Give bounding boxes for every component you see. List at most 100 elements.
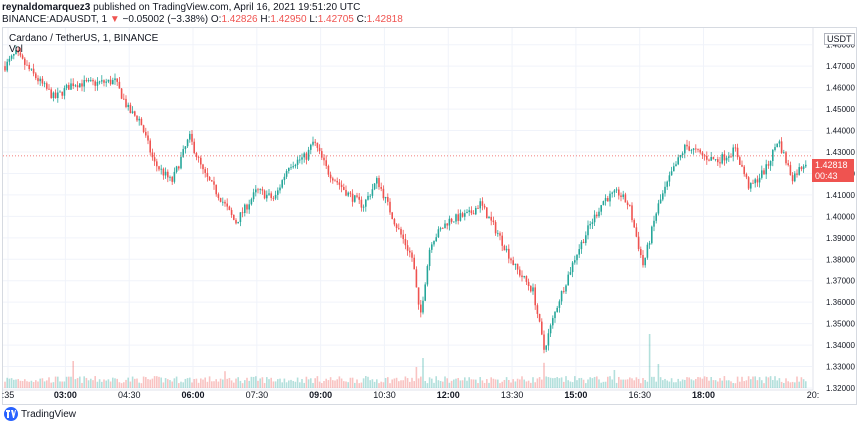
volume-bar xyxy=(149,379,151,388)
volume-bar xyxy=(237,377,239,388)
candle-body xyxy=(208,176,211,181)
candle-body xyxy=(772,150,774,161)
volume-bar xyxy=(358,383,360,388)
symbol-line: BINANCE:ADAUSDT, 1 ▼ −0.05002 (−3.38%) O… xyxy=(2,14,403,25)
volume-bar xyxy=(690,379,693,388)
volume-bar xyxy=(587,379,589,388)
candle-body xyxy=(129,104,132,114)
candle-body xyxy=(745,174,748,178)
candle-body xyxy=(668,175,671,182)
volume-bar xyxy=(246,377,248,388)
volume-bar xyxy=(281,382,283,388)
currency-label[interactable]: USDT xyxy=(824,33,855,45)
candle-body xyxy=(305,153,308,160)
candle-body xyxy=(173,171,176,182)
volume-bar xyxy=(259,378,261,388)
volume-bar xyxy=(404,376,407,388)
candle-body xyxy=(437,229,440,238)
y-tick-label: 1.40000 xyxy=(826,212,855,221)
candle-body xyxy=(76,85,79,88)
volume-bar xyxy=(131,376,134,388)
candle-body xyxy=(499,233,501,236)
volume-bar xyxy=(620,379,622,388)
volume-bar xyxy=(435,376,437,388)
volume-bar xyxy=(549,377,552,388)
candle-body xyxy=(116,78,118,82)
volume-bar xyxy=(103,379,105,388)
volume-bar xyxy=(312,382,314,388)
candle-body xyxy=(725,157,728,161)
y-tick-label: 1.47000 xyxy=(826,62,855,71)
volume-bar xyxy=(719,378,721,388)
candle-body xyxy=(15,49,17,54)
candle-body xyxy=(200,157,202,165)
volume-bar xyxy=(125,379,127,388)
volume-bar xyxy=(593,376,596,388)
volume-bar xyxy=(244,380,246,388)
volume-bar xyxy=(217,381,220,388)
candle-body xyxy=(413,257,415,270)
candle-body xyxy=(186,139,189,147)
volume-bar xyxy=(195,378,198,388)
volume-bar xyxy=(147,379,149,388)
candle-body xyxy=(435,237,437,242)
candle-body xyxy=(32,68,35,74)
candle-body xyxy=(193,141,195,154)
candle-body xyxy=(596,214,598,217)
candle-body xyxy=(640,249,642,256)
candle-body xyxy=(802,166,805,170)
volume-bar xyxy=(369,380,371,388)
candle-body xyxy=(501,235,503,246)
volume-bar xyxy=(598,379,600,388)
candle-body xyxy=(433,241,435,245)
candle-body xyxy=(235,219,237,224)
volume-bar xyxy=(21,381,24,388)
volume-bar xyxy=(453,379,455,388)
volume-bar xyxy=(461,380,464,388)
candle-body xyxy=(228,206,231,210)
open-value: 1.42826 xyxy=(221,14,258,25)
volume-bar xyxy=(745,380,748,388)
volume-bar xyxy=(17,379,19,388)
candle-body xyxy=(651,226,653,244)
candle-body xyxy=(424,284,426,301)
volume-bar xyxy=(763,383,765,388)
candle-body xyxy=(204,169,206,173)
candle-body xyxy=(677,157,679,165)
candle-body xyxy=(261,189,264,191)
volume-bar xyxy=(543,362,545,388)
volume-bar xyxy=(255,376,257,388)
chart-frame[interactable] xyxy=(2,27,857,405)
volume-bar xyxy=(239,380,242,388)
candle-body xyxy=(750,182,752,189)
candle-body xyxy=(664,186,666,194)
candle-body xyxy=(532,287,534,292)
candle-body xyxy=(600,205,602,212)
volume-bar xyxy=(450,380,453,388)
volume-bar xyxy=(560,377,563,388)
candle-body xyxy=(63,88,66,96)
candle-body xyxy=(666,181,668,187)
volume-bar xyxy=(52,382,55,388)
candle-body xyxy=(794,173,796,182)
candle-body xyxy=(120,88,123,99)
candle-body xyxy=(206,172,209,177)
volume-bar xyxy=(800,377,803,388)
volume-bar xyxy=(635,377,638,388)
candle-body xyxy=(752,182,754,184)
candle-body xyxy=(486,207,488,219)
x-tick-label: 04:30 xyxy=(118,390,141,400)
low-label: L: xyxy=(309,14,318,25)
candle-body xyxy=(292,166,294,168)
volume-bar xyxy=(30,380,33,388)
candle-body xyxy=(184,146,187,150)
y-tick-label: 1.38000 xyxy=(826,255,855,264)
candle-body xyxy=(24,58,26,65)
x-tick-label: 06:00 xyxy=(182,390,205,400)
volume-bar xyxy=(68,376,70,388)
volume-bar xyxy=(508,380,510,388)
volume-bar xyxy=(292,381,294,388)
x-tick-label: 15:00 xyxy=(564,390,587,400)
volume-bar xyxy=(736,376,739,388)
